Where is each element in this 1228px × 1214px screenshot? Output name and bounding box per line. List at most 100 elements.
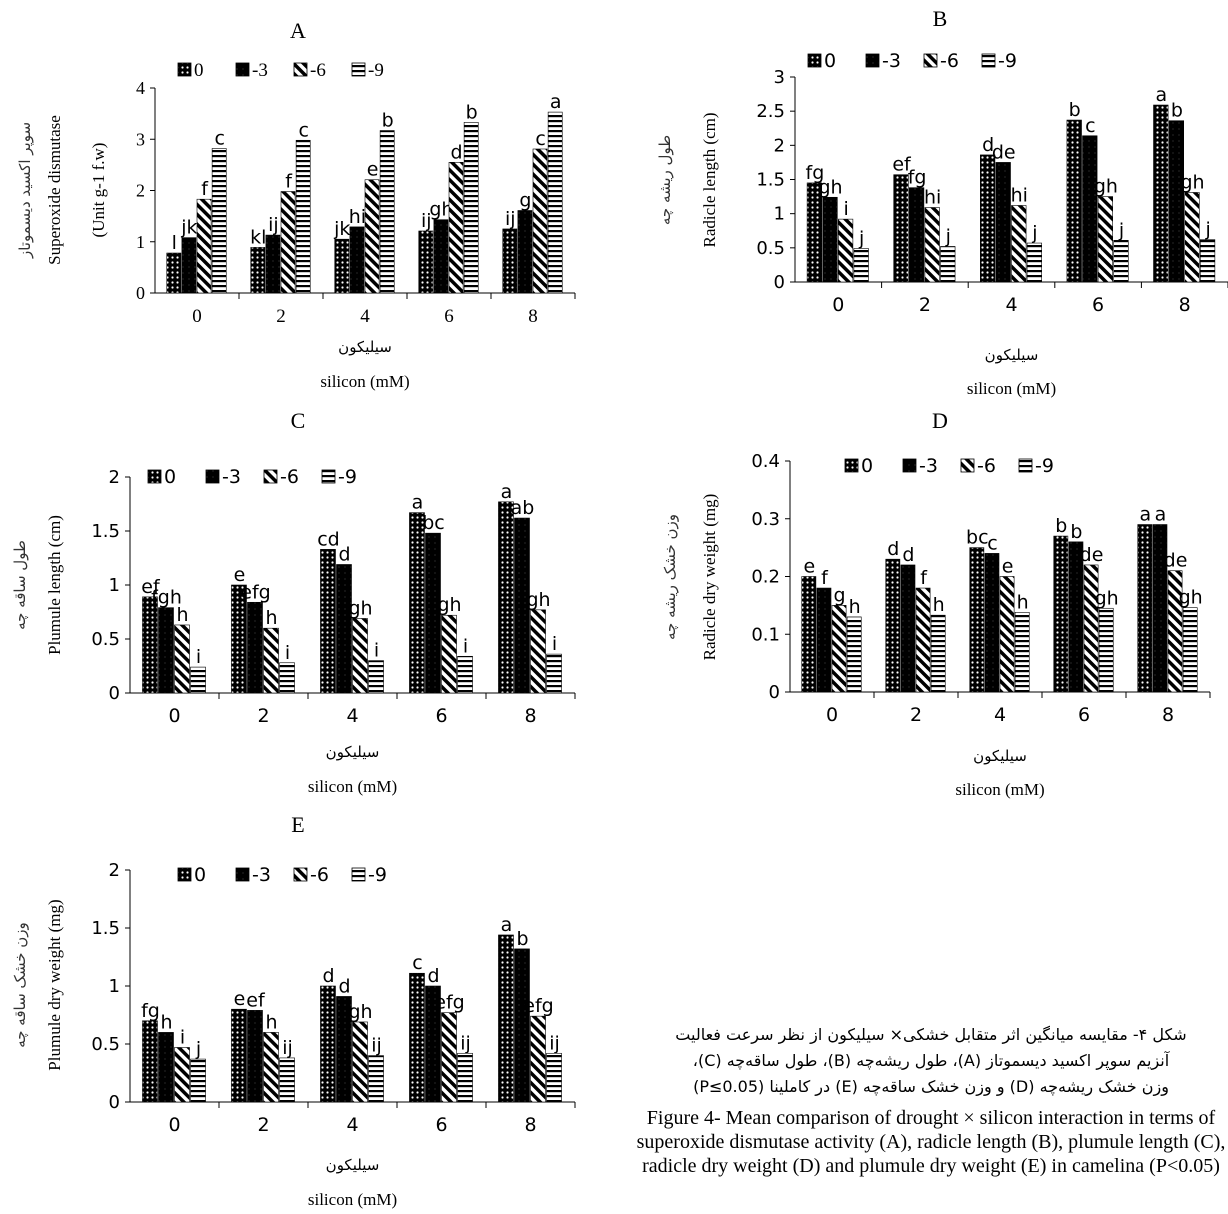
bar-series-0-cat-0 [166,252,182,294]
legend-label: 0 [164,466,176,488]
bar-series-0-cat-8 [502,228,518,294]
bar-series-0-cat-6 [409,512,425,694]
data-label: d [322,965,334,987]
y-tick-label: 0 [109,1092,120,1113]
data-label: c [1085,115,1095,137]
x-tick-label: 4 [346,1114,358,1136]
bar-series--9-cat-2 [295,139,311,294]
bar-series--6-cat-0 [196,198,212,294]
data-label: h [1017,591,1029,613]
bar-series--9-cat-6 [1098,607,1114,693]
bar-series--6-cat-2 [263,1032,279,1103]
data-label: j [1204,219,1210,241]
data-label: hi [349,206,366,228]
legend-swatch--6 [263,469,278,484]
bar-series--3-cat-0 [822,196,838,283]
chart-panel-b: B00.511.522.530fgghij2effghij4ddehij6bcg… [656,6,1228,398]
bar-series--3-cat-0 [181,237,197,294]
data-label: cd [317,528,340,550]
data-label: h [176,604,188,626]
bar-series--9-cat-8 [547,111,563,294]
bar-series--6-cat-4 [1011,205,1027,283]
bar-series--6-cat-0 [831,605,847,693]
y-axis-label-fa: وزن خشک ساقه چه [11,922,29,1048]
y-tick-label: 2 [774,135,785,156]
data-label: ij [421,210,432,232]
legend-swatch--9 [321,469,336,484]
bar-series--9-cat-6 [457,1052,473,1103]
y-tick-label: 2 [109,467,120,488]
y-axis-label-fa: طول ریشه چه [656,135,674,225]
data-label: a [550,91,562,113]
y-tick-label: 1 [109,575,120,596]
data-label: bc [966,527,989,549]
x-tick-label: 0 [168,705,180,727]
bar-series--3-cat-0 [158,1032,174,1103]
data-label: ij [549,1032,560,1054]
bar-series--6-cat-4 [364,179,380,294]
bar-series--9-cat-0 [190,666,206,694]
data-label: c [412,952,422,974]
data-label: b [382,110,394,132]
legend-swatch--3 [235,867,250,882]
y-axis-label: Radicle dry weight (mg) [700,494,719,661]
data-label: a [501,914,513,936]
caption-fa-line1: شکل ۴- مقایسه میانگین اثر متقابل خشکی× س… [675,1025,1187,1044]
bar-series--3-cat-2 [909,187,925,283]
x-tick-label: 8 [1179,294,1191,316]
legend-label: -9 [338,466,357,488]
data-label: e [367,159,379,181]
legend-swatch--9 [351,62,366,77]
x-tick-label: 2 [257,705,269,727]
bar-series-0-cat-6 [409,972,425,1103]
bar-series--6-cat-4 [999,576,1015,693]
bar-series--9-cat-2 [940,246,956,283]
bar-series--3-cat-8 [514,517,530,694]
x-axis-label: silicon (mM) [967,379,1056,398]
x-axis-label-fa: سیلیکون [985,346,1039,364]
x-tick-label: 2 [919,294,931,316]
y-axis-label: Superoxide dismutase [45,115,64,265]
bar-series--9-cat-0 [853,248,869,283]
data-label: i [463,635,468,657]
bar-series--3-cat-8 [1168,120,1185,283]
data-label: e [234,988,246,1010]
data-label: gh [1180,171,1204,193]
bar-series--6-cat-8 [530,609,546,694]
bar-series--3-cat-4 [336,996,352,1103]
y-tick-label: 2 [136,181,145,201]
data-label: kl [250,226,266,248]
data-label: ef [141,576,161,598]
legend-label: 0 [194,60,204,81]
bar-series--9-cat-4 [368,1055,384,1103]
bar-series--6-cat-6 [448,162,464,294]
bar-series--6-cat-4 [352,1021,368,1103]
bar-series--9-cat-0 [846,616,862,693]
data-label: ef [246,989,266,1011]
y-axis-label-fa: سوپر اکسید دیسموتاز [16,122,35,259]
x-tick-label: 6 [1092,294,1104,316]
data-label: de [992,141,1016,163]
bar-series--6-cat-6 [441,614,457,694]
bar-series--3-cat-8 [1152,524,1168,693]
bar-series--6-cat-6 [1097,196,1113,283]
data-label: g [834,584,846,606]
bar-series-0-cat-2 [885,558,901,693]
legend-label: -3 [222,466,241,488]
data-label: h [160,1011,172,1033]
bar-series--6-cat-2 [280,191,296,294]
data-label: b [516,928,528,950]
x-tick-label: 8 [524,705,536,727]
x-tick-label: 8 [1162,704,1174,726]
data-label: efg [523,995,553,1017]
bar-series-0-cat-6 [1066,119,1082,283]
legend-swatch-0 [807,53,822,68]
legend-swatch--9 [1018,458,1033,473]
data-label: ij [268,214,279,236]
data-label: ij [282,1037,293,1059]
data-label: gh [1179,587,1203,609]
x-tick-label: 4 [994,704,1006,726]
data-label: e [1002,556,1014,578]
legend-swatch-0 [177,62,192,77]
bar-series-0-cat-4 [320,985,336,1103]
